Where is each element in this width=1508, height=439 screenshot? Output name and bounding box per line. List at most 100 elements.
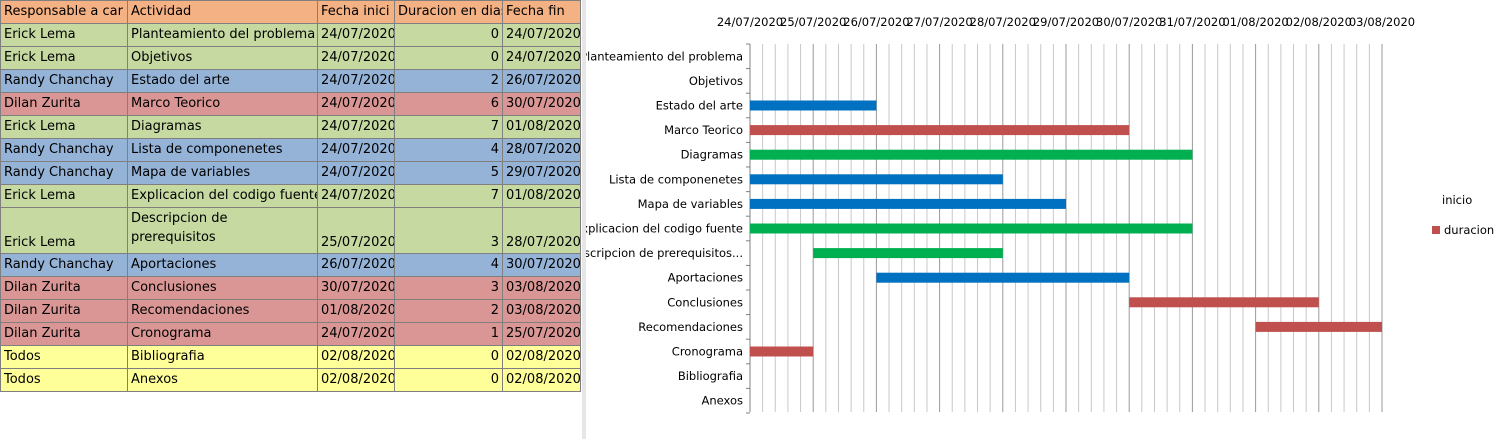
fecha-inicio-cell[interactable]: 24/07/2020 — [317, 322, 395, 346]
duracion-cell[interactable]: 0 — [394, 368, 503, 392]
fecha-fin-cell[interactable]: 03/08/2020 — [502, 299, 581, 323]
category-label: Cronograma — [672, 345, 743, 359]
header-actividad[interactable]: Actividad — [127, 0, 318, 24]
fecha-fin-cell[interactable]: 25/07/2020 — [502, 322, 581, 346]
actividad-cell[interactable]: Estado del arte — [127, 69, 318, 93]
fecha-fin-cell[interactable]: 02/08/2020 — [502, 368, 581, 392]
actividad-cell[interactable]: Conclusiones — [127, 276, 318, 300]
duracion-cell[interactable]: 1 — [394, 322, 503, 346]
category-label: Recomendaciones — [638, 320, 743, 334]
fecha-fin-cell[interactable]: 24/07/2020 — [502, 46, 581, 70]
duracion-cell[interactable]: 6 — [394, 92, 503, 116]
duracion-bar — [750, 223, 1193, 234]
duracion-bar — [750, 198, 1066, 209]
responsable-cell[interactable]: Erick Lema — [0, 207, 128, 254]
actividad-cell[interactable]: Explicacion del codigo fuente — [127, 184, 318, 208]
duracion-cell[interactable]: 4 — [394, 138, 503, 162]
x-tick-label: 01/08/2020 — [1222, 15, 1288, 29]
fecha-fin-cell[interactable]: 03/08/2020 — [502, 276, 581, 300]
responsable-cell[interactable]: Erick Lema — [0, 46, 128, 70]
fecha-inicio-cell[interactable]: 02/08/2020 — [317, 368, 395, 392]
duracion-cell[interactable]: 0 — [394, 46, 503, 70]
actividad-cell[interactable]: Descripcion de prerequisitos — [127, 207, 318, 254]
responsable-cell[interactable]: Dilan Zurita — [0, 322, 128, 346]
fecha-inicio-cell[interactable]: 24/07/2020 — [317, 92, 395, 116]
actividad-cell[interactable]: Marco Teorico — [127, 92, 318, 116]
x-tick-label: 25/07/2020 — [780, 15, 846, 29]
duracion-cell[interactable]: 0 — [394, 23, 503, 47]
duracion-cell[interactable]: 2 — [394, 69, 503, 93]
fecha-inicio-cell[interactable]: 24/07/2020 — [317, 23, 395, 47]
duracion-bar — [750, 346, 814, 357]
x-tick-label: 03/08/2020 — [1349, 15, 1415, 29]
fecha-fin-cell[interactable]: 01/08/2020 — [502, 184, 581, 208]
fecha-fin-cell[interactable]: 28/07/2020 — [502, 207, 581, 254]
fecha-fin-cell[interactable]: 28/07/2020 — [502, 138, 581, 162]
fecha-inicio-cell[interactable]: 24/07/2020 — [317, 161, 395, 185]
responsable-cell[interactable]: Erick Lema — [0, 115, 128, 139]
actividad-cell[interactable]: Bibliografia — [127, 345, 318, 369]
fecha-inicio-cell[interactable]: 26/07/2020 — [317, 253, 395, 277]
fecha-fin-cell[interactable]: 24/07/2020 — [502, 23, 581, 47]
duracion-cell[interactable]: 5 — [394, 161, 503, 185]
fecha-fin-cell[interactable]: 01/08/2020 — [502, 115, 581, 139]
category-label: Anexos — [701, 394, 743, 408]
actividad-cell[interactable]: Planteamiento del problema — [127, 23, 318, 47]
responsable-cell[interactable]: Randy Chanchay — [0, 138, 128, 162]
responsable-cell[interactable]: Erick Lema — [0, 23, 128, 47]
fecha-fin-cell[interactable]: 30/07/2020 — [502, 253, 581, 277]
header-fecha-inicio[interactable]: Fecha inici — [317, 0, 395, 24]
header-responsable[interactable]: Responsable a car — [0, 0, 128, 24]
fecha-fin-cell[interactable]: 02/08/2020 — [502, 345, 581, 369]
category-label: Bibliografia — [678, 369, 743, 383]
duracion-cell[interactable]: 2 — [394, 299, 503, 323]
actividad-cell[interactable]: Anexos — [127, 368, 318, 392]
responsable-cell[interactable]: Erick Lema — [0, 184, 128, 208]
fecha-inicio-cell[interactable]: 02/08/2020 — [317, 345, 395, 369]
responsable-cell[interactable]: Dilan Zurita — [0, 299, 128, 323]
x-tick-label: 29/07/2020 — [1033, 15, 1099, 29]
actividad-cell[interactable]: Lista de componenetes — [127, 138, 318, 162]
fecha-inicio-cell[interactable]: 24/07/2020 — [317, 184, 395, 208]
actividad-cell[interactable]: Objetivos — [127, 46, 318, 70]
fecha-inicio-cell[interactable]: 30/07/2020 — [317, 276, 395, 300]
duracion-cell[interactable]: 7 — [394, 184, 503, 208]
fecha-inicio-cell[interactable]: 25/07/2020 — [317, 207, 395, 254]
fecha-fin-cell[interactable]: 26/07/2020 — [502, 69, 581, 93]
responsable-cell[interactable]: Dilan Zurita — [0, 276, 128, 300]
actividad-cell[interactable]: Diagramas — [127, 115, 318, 139]
legend-swatch-duracion — [1432, 226, 1440, 234]
duracion-cell[interactable]: 3 — [394, 276, 503, 300]
x-tick-label: 26/07/2020 — [843, 15, 909, 29]
duracion-cell[interactable]: 3 — [394, 207, 503, 254]
duracion-bar — [1129, 297, 1319, 308]
category-label: Aportaciones — [668, 271, 743, 285]
fecha-inicio-cell[interactable]: 24/07/2020 — [317, 46, 395, 70]
x-tick-label: 27/07/2020 — [906, 15, 972, 29]
actividad-cell[interactable]: Recomendaciones — [127, 299, 318, 323]
responsable-cell[interactable]: Randy Chanchay — [0, 69, 128, 93]
responsable-cell[interactable]: Randy Chanchay — [0, 253, 128, 277]
actividad-cell[interactable]: Aportaciones — [127, 253, 318, 277]
fecha-inicio-cell[interactable]: 24/07/2020 — [317, 138, 395, 162]
legend-label-inicio: inicio — [1442, 193, 1472, 207]
responsable-cell[interactable]: Dilan Zurita — [0, 92, 128, 116]
responsable-cell[interactable]: Todos — [0, 368, 128, 392]
duracion-cell[interactable]: 0 — [394, 345, 503, 369]
fecha-fin-cell[interactable]: 30/07/2020 — [502, 92, 581, 116]
fecha-inicio-cell[interactable]: 24/07/2020 — [317, 115, 395, 139]
duracion-bar — [750, 149, 1193, 160]
header-duracion[interactable]: Duracion en dias — [394, 0, 503, 24]
fecha-inicio-cell[interactable]: 24/07/2020 — [317, 69, 395, 93]
responsable-cell[interactable]: Todos — [0, 345, 128, 369]
actividad-cell[interactable]: Cronograma — [127, 322, 318, 346]
duracion-cell[interactable]: 4 — [394, 253, 503, 277]
fecha-inicio-cell[interactable]: 01/08/2020 — [317, 299, 395, 323]
duracion-bar — [750, 100, 877, 111]
duracion-cell[interactable]: 7 — [394, 115, 503, 139]
fecha-fin-cell[interactable]: 29/07/2020 — [502, 161, 581, 185]
separator — [582, 0, 586, 439]
actividad-cell[interactable]: Mapa de variables — [127, 161, 318, 185]
responsable-cell[interactable]: Randy Chanchay — [0, 161, 128, 185]
header-fecha-fin[interactable]: Fecha fin — [502, 0, 581, 24]
